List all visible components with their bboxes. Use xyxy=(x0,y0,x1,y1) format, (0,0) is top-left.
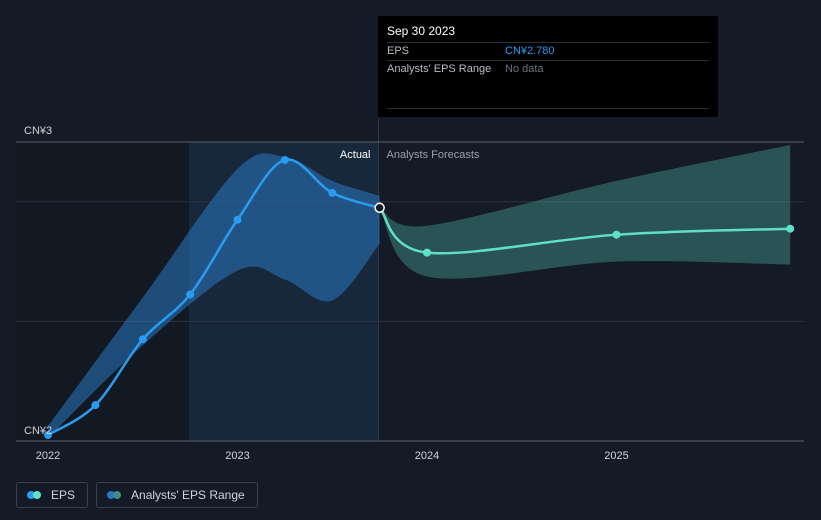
legend-eps-swatch-icon xyxy=(27,491,43,499)
eps-point xyxy=(138,335,147,344)
x-tick-label: 2022 xyxy=(36,450,60,462)
x-tick-label: 2023 xyxy=(225,450,249,462)
eps-forecast-point xyxy=(612,230,621,239)
tooltip-range-label: Analysts' EPS Range xyxy=(387,63,492,75)
tooltip: Sep 30 2023 EPS CN¥2.780 Analysts' EPS R… xyxy=(378,16,718,117)
eps-forecast-point xyxy=(423,248,431,257)
historical-range-area xyxy=(48,153,380,439)
tooltip-divider xyxy=(387,108,709,109)
x-tick-label: 2024 xyxy=(415,450,439,462)
x-tick-label: 2025 xyxy=(604,450,628,462)
forecast-label: Analysts Forecasts xyxy=(387,149,480,161)
legend-item-eps-range[interactable]: Analysts' EPS Range xyxy=(96,482,258,508)
eps-point xyxy=(328,188,337,197)
legend-eps-range-label: Analysts' EPS Range xyxy=(131,488,245,502)
eps-point xyxy=(44,431,52,440)
eps-forecast-line xyxy=(378,206,791,255)
eps-line xyxy=(47,158,381,437)
actual-label: Actual xyxy=(340,149,371,161)
eps-forecast-point xyxy=(786,224,795,233)
eps-current-point xyxy=(374,202,385,214)
legend-eps-label: EPS xyxy=(51,488,76,502)
tooltip-row-range: Analysts' EPS Range No data xyxy=(387,60,709,78)
forecast-range-area xyxy=(379,144,791,279)
tooltip-date: Sep 30 2023 xyxy=(387,24,456,38)
tooltip-range-value: No data xyxy=(505,63,544,75)
legend: EPS Analysts' EPS Range xyxy=(16,482,258,508)
tooltip-eps-value: CN¥2.780 xyxy=(505,45,555,57)
tooltip-eps-label: EPS xyxy=(387,45,410,57)
tooltip-row-eps: EPS CN¥2.780 xyxy=(387,42,709,60)
eps-point xyxy=(233,215,242,224)
legend-range-swatch-icon xyxy=(107,491,123,499)
eps-point xyxy=(91,401,100,410)
eps-point xyxy=(280,155,289,164)
legend-item-eps[interactable]: EPS xyxy=(16,482,89,508)
eps-point xyxy=(186,290,195,299)
y-axis-label-bottom: CN¥2 xyxy=(24,425,52,437)
y-axis-label-top: CN¥3 xyxy=(24,125,52,137)
